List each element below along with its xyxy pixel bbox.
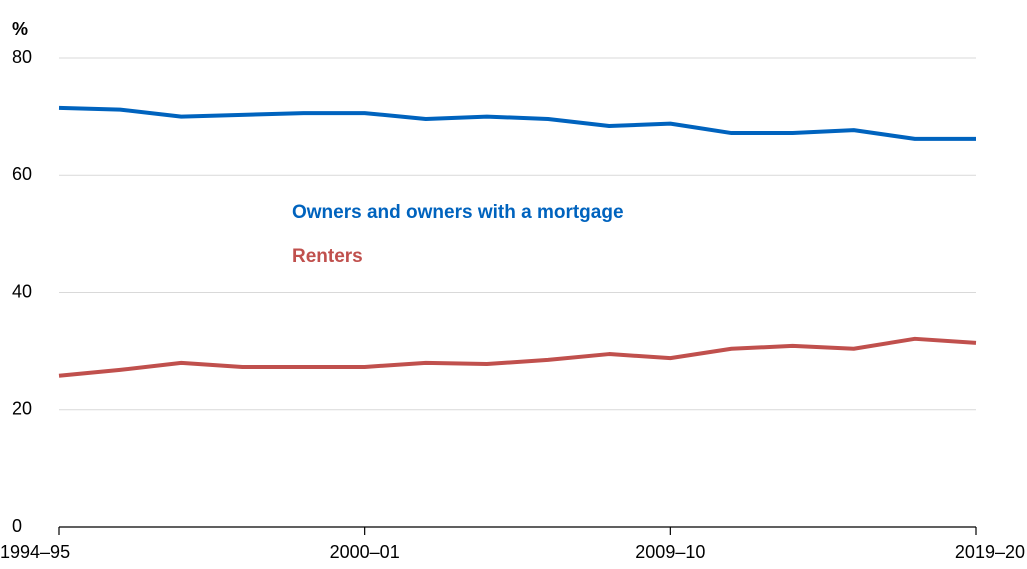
x-tick-label: 2009–10 — [635, 542, 705, 562]
series-line — [58, 105, 976, 141]
series-label: Renters — [292, 246, 363, 267]
series-line — [58, 336, 977, 378]
y-tick-label: 20 — [12, 399, 32, 419]
x-tick-label: 1994–95 — [0, 542, 70, 562]
x-tick-label: 2000–01 — [330, 542, 400, 562]
y-tick-label: 40 — [12, 281, 32, 301]
series-label: Owners and owners with a mortgage — [292, 202, 624, 223]
y-tick-label: 80 — [12, 47, 32, 67]
x-tick-label: 2019–20 — [955, 542, 1025, 562]
y-tick-label: 0 — [12, 516, 22, 536]
y-axis-label: % — [12, 19, 28, 39]
y-tick-label: 60 — [12, 164, 32, 184]
